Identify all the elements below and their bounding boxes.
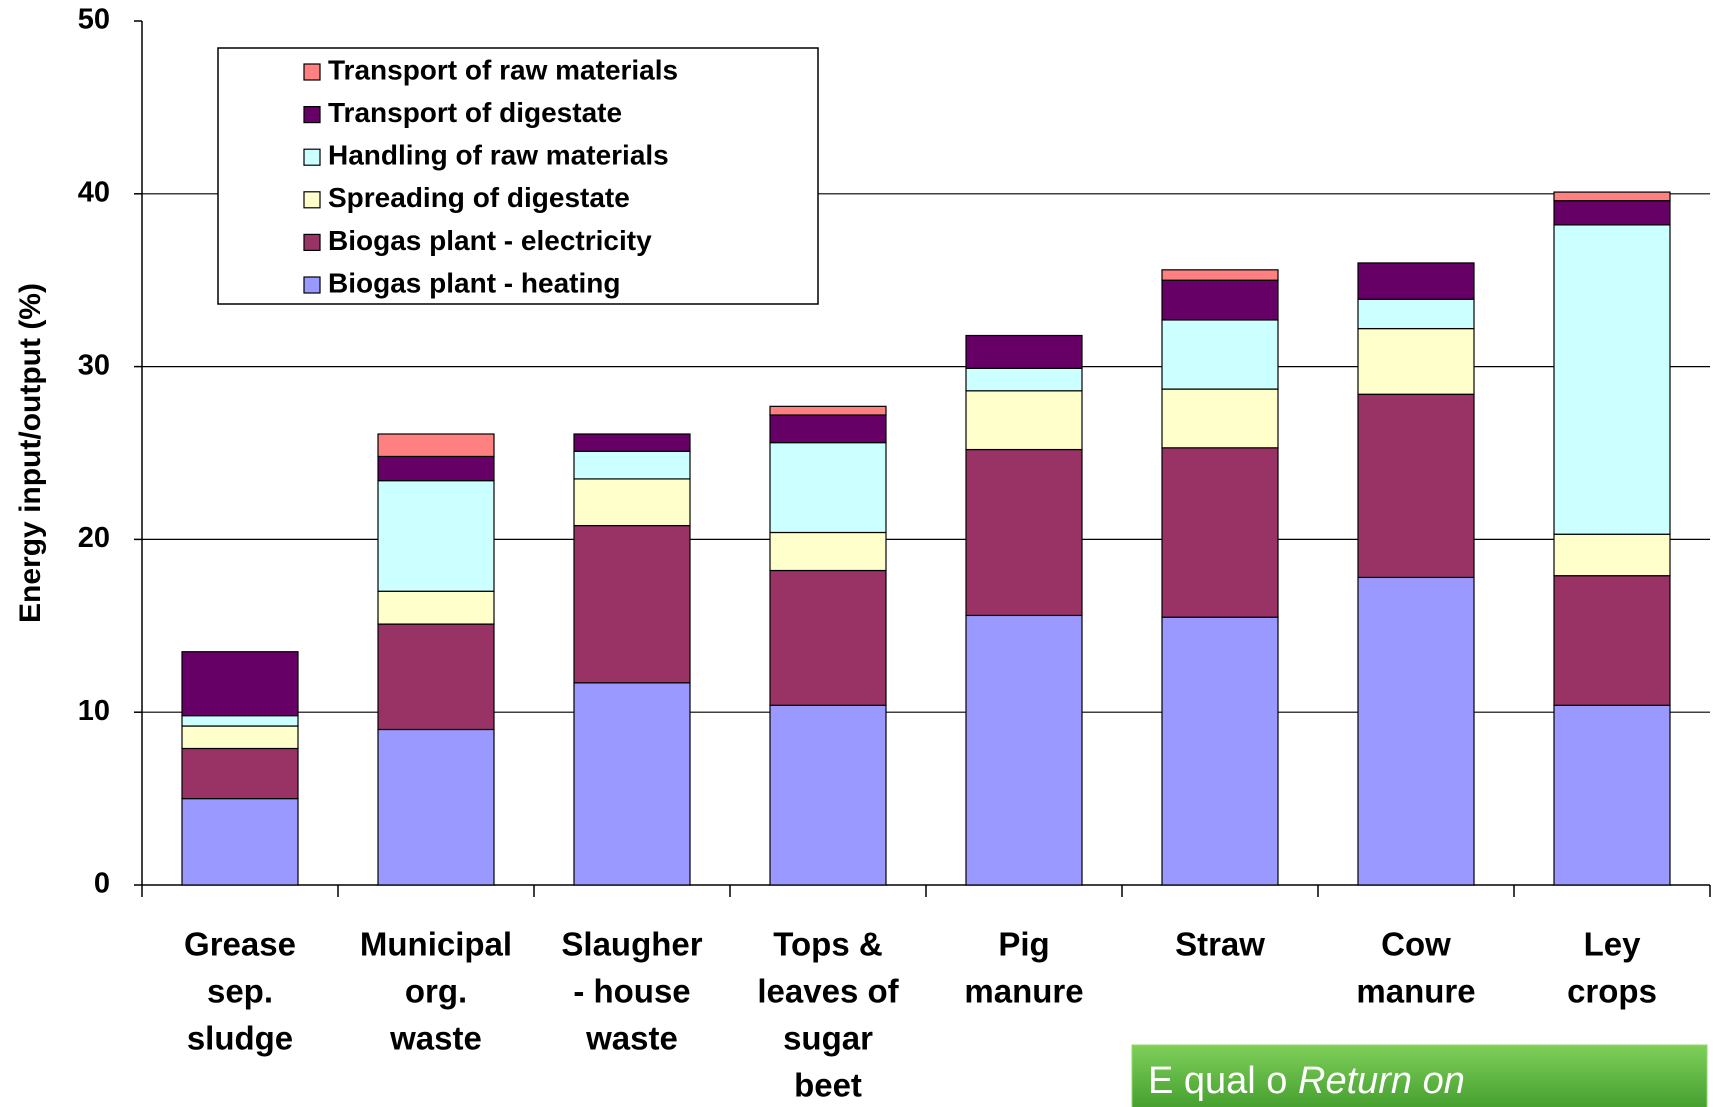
x-tick-label: Slaugher xyxy=(561,926,702,963)
x-tick-label: manure xyxy=(964,973,1083,1010)
x-tick-label: Ley xyxy=(1584,926,1642,963)
bar-segment xyxy=(1161,616,1279,886)
x-tick-label: manure xyxy=(1356,973,1475,1010)
bar-segment xyxy=(1357,262,1475,300)
x-tick-label: - house xyxy=(573,973,690,1010)
y-axis-label: Energy input/output (%) xyxy=(14,283,47,623)
bar-segment xyxy=(181,797,299,886)
bar-segment xyxy=(181,651,299,717)
bar-segment xyxy=(377,590,495,625)
y-tick-label: 50 xyxy=(78,4,110,36)
y-tick-label: 10 xyxy=(78,695,110,727)
bar-segment xyxy=(181,725,299,750)
bar-segment xyxy=(769,704,887,886)
legend-swatch xyxy=(303,191,321,209)
bar-segment xyxy=(769,442,887,534)
legend-label: Transport of digestate xyxy=(328,97,622,128)
legend-label: Spreading of digestate xyxy=(328,182,630,213)
x-tick-label: leaves of xyxy=(757,973,899,1010)
legend-box xyxy=(217,47,819,305)
bar-segment xyxy=(965,367,1083,392)
x-tick-label: waste xyxy=(389,1020,482,1057)
bar-segment xyxy=(965,614,1083,886)
x-tick-label: sludge xyxy=(187,1020,293,1057)
bar-segment xyxy=(1161,447,1279,618)
y-tick-label: 40 xyxy=(78,176,110,208)
bar-segment xyxy=(769,414,887,444)
bar-segment xyxy=(769,531,887,572)
bar-segment xyxy=(573,682,691,886)
bar-segment xyxy=(1553,533,1671,577)
bar-segment xyxy=(377,455,495,482)
y-tick-label: 20 xyxy=(78,522,110,554)
legend-label: Biogas plant - heating xyxy=(328,267,620,298)
bar-segment xyxy=(573,450,691,480)
bar-segment xyxy=(1553,704,1671,886)
legend-label: Handling of raw materials xyxy=(328,140,669,171)
annotation-box xyxy=(1131,1044,1708,1107)
bar-segment xyxy=(377,728,495,886)
bar-segment xyxy=(377,623,495,731)
bar-segment xyxy=(1161,279,1279,321)
annotation: E qual o Return on xyxy=(1148,1060,1465,1102)
x-tick-label: Grease xyxy=(184,926,296,963)
bar-segment xyxy=(1357,393,1475,579)
bar-segment xyxy=(1553,200,1671,226)
x-tick-label: org. xyxy=(405,973,467,1010)
bar-segment xyxy=(573,433,691,452)
x-tick-label: Cow xyxy=(1381,926,1451,963)
bar-segment xyxy=(769,405,887,416)
bar-segment xyxy=(965,390,1083,451)
bar-segment xyxy=(181,715,299,727)
legend-label: Biogas plant - electricity xyxy=(328,225,652,256)
legend-label: Transport of raw materials xyxy=(328,54,678,85)
legend-swatch xyxy=(303,63,321,81)
bar-segment xyxy=(1357,327,1475,395)
bar-segment xyxy=(1161,269,1279,281)
bar-segment xyxy=(181,747,299,800)
x-tick-label: Tops & xyxy=(773,926,882,963)
x-tick-label: crops xyxy=(1567,973,1657,1010)
x-tick-label: Municipal xyxy=(360,926,512,963)
legend-swatch xyxy=(303,276,321,294)
bar-segment xyxy=(1553,191,1671,202)
bar-segment xyxy=(1161,319,1279,390)
bar-segment xyxy=(965,448,1083,617)
annotation-text: E qual o xyxy=(1148,1060,1298,1102)
bar-segment xyxy=(377,433,495,458)
x-tick-label: sugar xyxy=(783,1020,873,1057)
y-tick-label: 0 xyxy=(94,868,110,900)
y-tick-label: 30 xyxy=(78,349,110,381)
x-tick-label: beet xyxy=(794,1067,862,1104)
bar-segment xyxy=(1161,388,1279,449)
bar-segment xyxy=(573,478,691,527)
x-tick-label: sep. xyxy=(207,973,273,1010)
bar-segment xyxy=(769,569,887,706)
x-tick-label: Pig xyxy=(998,926,1049,963)
bar-segment xyxy=(1553,224,1671,535)
bar-segment xyxy=(573,524,691,684)
x-tick-label: waste xyxy=(585,1020,678,1057)
bar-segment xyxy=(1553,575,1671,706)
annotation-italic: Return on xyxy=(1298,1060,1465,1102)
bar-segment xyxy=(1357,576,1475,886)
legend-swatch xyxy=(303,233,321,251)
bar-segment xyxy=(377,480,495,592)
bar-segment xyxy=(965,334,1083,369)
x-tick-label: Straw xyxy=(1175,926,1265,963)
bar-segment xyxy=(1357,298,1475,330)
legend-swatch xyxy=(303,148,321,166)
legend-swatch xyxy=(303,105,321,124)
